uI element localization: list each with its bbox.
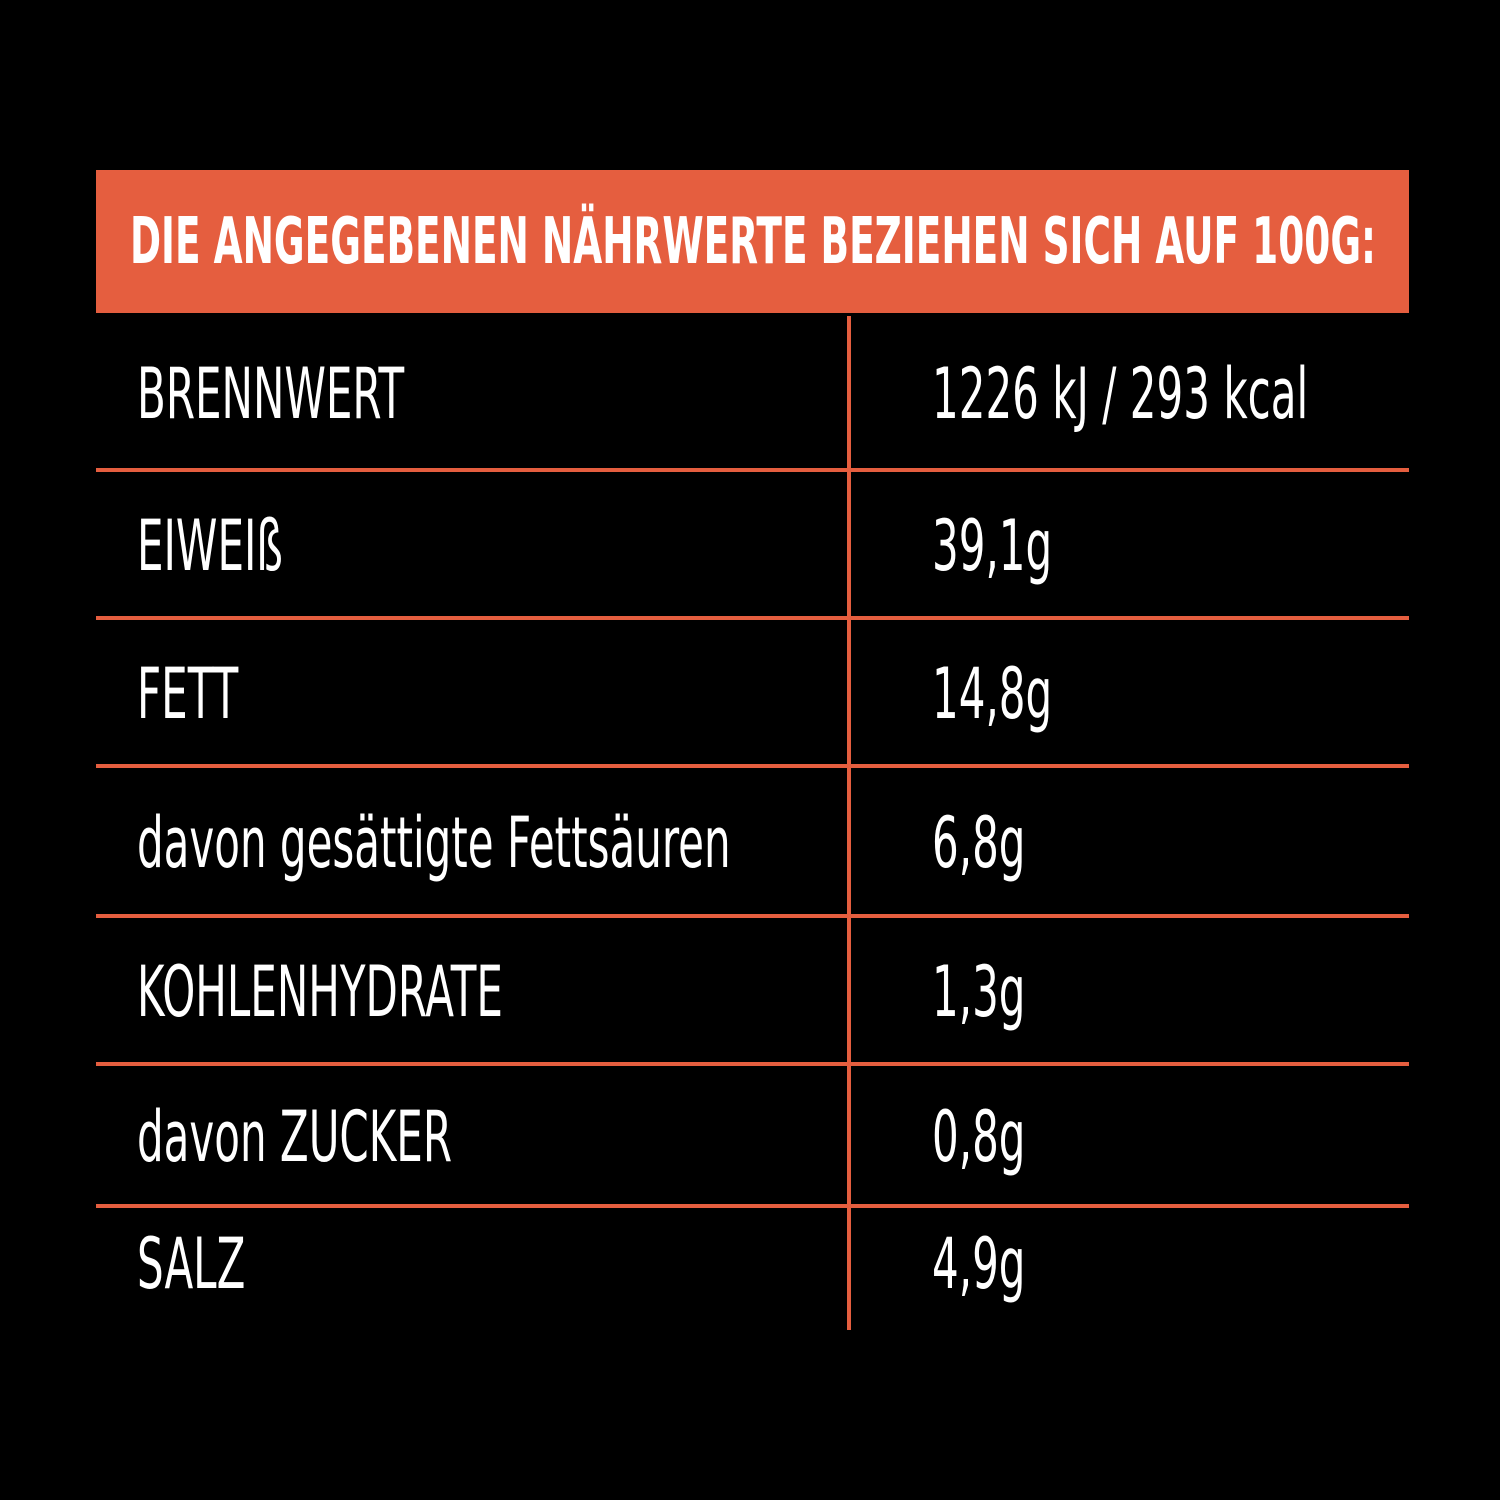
table-header: DIE ANGEGEBENEN NÄHRWERTE BEZIEHEN SICH … [96, 170, 1409, 313]
table-row: BRENNWERT 1226 kJ / 293 kcal [96, 316, 1409, 472]
row-label-zucker: davon ZUCKER [137, 1096, 453, 1178]
row-label-fett: FETT [137, 653, 239, 735]
row-label-salz: SALZ [137, 1223, 246, 1306]
row-divider [96, 468, 1409, 472]
row-label-eiweiss: EIWEIß [137, 505, 283, 587]
row-value-brennwert: 1226 kJ / 293 kcal [932, 353, 1309, 435]
row-value-fett: 14,8g [932, 653, 1053, 735]
row-divider [96, 1204, 1409, 1208]
row-value-gesaettigte-fettsaeuren: 6,8g [932, 802, 1026, 884]
row-divider [96, 914, 1409, 918]
table-row: EIWEIß 39,1g [96, 472, 1409, 620]
row-divider [96, 616, 1409, 620]
column-divider [847, 316, 851, 1330]
table-row: SALZ 4,9g [96, 1208, 1409, 1330]
row-label-gesaettigte-fettsaeuren: davon gesättigte Fettsäuren [137, 802, 731, 884]
table-row: KOHLENHYDRATE 1,3g [96, 918, 1409, 1066]
table-row: FETT 14,8g [96, 620, 1409, 768]
table-row: davon ZUCKER 0,8g [96, 1066, 1409, 1208]
row-value-kohlenhydrate: 1,3g [932, 951, 1026, 1033]
row-value-zucker: 0,8g [932, 1096, 1026, 1178]
row-value-eiweiss: 39,1g [932, 505, 1053, 587]
row-value-salz: 4,9g [932, 1223, 1026, 1306]
row-divider [96, 764, 1409, 768]
row-label-brennwert: BRENNWERT [137, 353, 405, 435]
row-label-kohlenhydrate: KOHLENHYDRATE [137, 951, 503, 1033]
table-row: davon gesättigte Fettsäuren 6,8g [96, 768, 1409, 918]
row-divider [96, 1062, 1409, 1066]
nutrition-table: BRENNWERT 1226 kJ / 293 kcal EIWEIß 39,1… [96, 316, 1409, 1330]
header-title: DIE ANGEGEBENEN NÄHRWERTE BEZIEHEN SICH … [129, 204, 1376, 279]
